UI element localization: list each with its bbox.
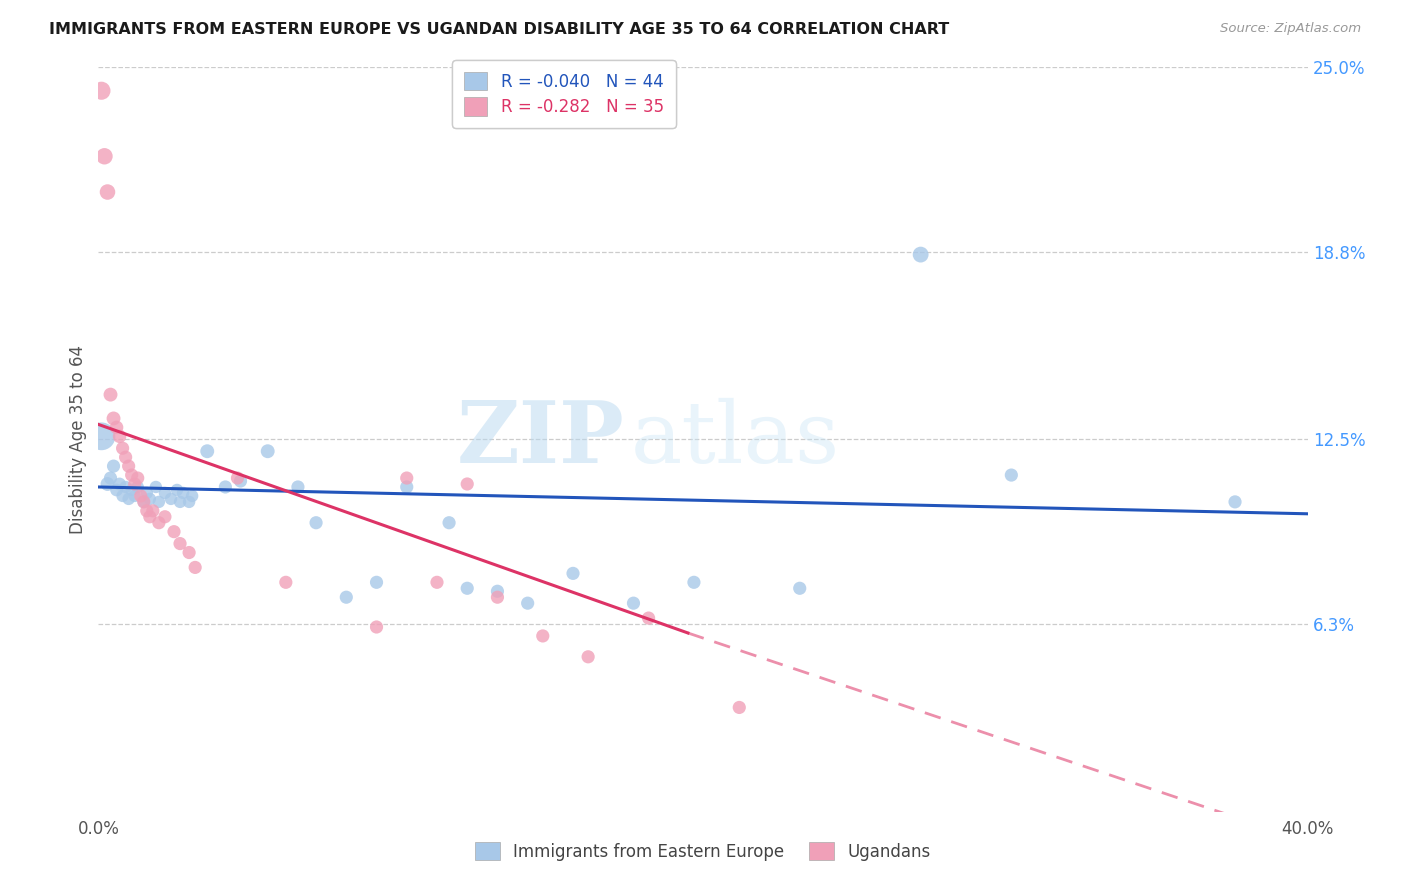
Point <box>486 584 509 599</box>
Point <box>148 495 170 509</box>
Point <box>395 480 418 494</box>
Point <box>395 471 418 485</box>
Point <box>1223 495 1246 509</box>
Point <box>139 491 162 506</box>
Point <box>96 185 118 199</box>
Point <box>100 471 122 485</box>
Legend: R = -0.040   N = 44, R = -0.282   N = 35: R = -0.040 N = 44, R = -0.282 N = 35 <box>453 61 675 128</box>
Point <box>728 700 751 714</box>
Point <box>132 495 155 509</box>
Point <box>426 575 449 590</box>
Point <box>105 420 128 434</box>
Point <box>287 480 309 494</box>
Point <box>683 575 706 590</box>
Point <box>148 516 170 530</box>
Text: Source: ZipAtlas.com: Source: ZipAtlas.com <box>1220 22 1361 36</box>
Point <box>366 575 388 590</box>
Point <box>108 477 131 491</box>
Point <box>195 444 218 458</box>
Point <box>114 450 136 465</box>
Point <box>256 444 278 458</box>
Point <box>486 591 509 605</box>
Point <box>129 489 152 503</box>
Point <box>142 504 165 518</box>
Point <box>121 483 143 497</box>
Point <box>93 149 115 163</box>
Point <box>160 491 183 506</box>
Point <box>169 495 191 509</box>
Point <box>114 480 136 494</box>
Point <box>274 575 297 590</box>
Point <box>516 596 538 610</box>
Point <box>366 620 388 634</box>
Point <box>623 596 645 610</box>
Point <box>179 495 201 509</box>
Point <box>562 566 585 581</box>
Point <box>121 468 143 483</box>
Point <box>789 582 811 596</box>
Point <box>456 582 478 596</box>
Point <box>118 491 141 506</box>
Point <box>181 489 204 503</box>
Point <box>127 480 149 494</box>
Point <box>335 591 357 605</box>
Point <box>153 486 176 500</box>
Point <box>103 459 125 474</box>
Point <box>184 560 207 574</box>
Point <box>118 459 141 474</box>
Point <box>226 471 249 485</box>
Point <box>132 495 155 509</box>
Point <box>456 477 478 491</box>
Text: IMMIGRANTS FROM EASTERN EUROPE VS UGANDAN DISABILITY AGE 35 TO 64 CORRELATION CH: IMMIGRANTS FROM EASTERN EUROPE VS UGANDA… <box>49 22 949 37</box>
Point <box>145 480 167 494</box>
Point <box>100 387 122 401</box>
Point <box>135 504 157 518</box>
Point <box>172 486 194 500</box>
Y-axis label: Disability Age 35 to 64: Disability Age 35 to 64 <box>69 345 87 533</box>
Point <box>229 474 252 488</box>
Point <box>305 516 328 530</box>
Point <box>179 545 201 559</box>
Point <box>90 429 112 443</box>
Point <box>637 611 659 625</box>
Point <box>96 477 118 491</box>
Point <box>124 477 146 491</box>
Text: atlas: atlas <box>630 398 839 481</box>
Point <box>531 629 554 643</box>
Point <box>169 536 191 550</box>
Point <box>105 483 128 497</box>
Point <box>153 509 176 524</box>
Point <box>166 483 188 497</box>
Point <box>135 486 157 500</box>
Point <box>139 509 162 524</box>
Point <box>111 442 134 456</box>
Point <box>111 489 134 503</box>
Point <box>910 247 932 261</box>
Point <box>437 516 460 530</box>
Point <box>90 84 112 98</box>
Point <box>103 411 125 425</box>
Point <box>1000 468 1022 483</box>
Legend: Immigrants from Eastern Europe, Ugandans: Immigrants from Eastern Europe, Ugandans <box>468 836 938 868</box>
Point <box>214 480 236 494</box>
Point <box>127 471 149 485</box>
Point <box>576 649 599 664</box>
Text: ZIP: ZIP <box>457 397 624 482</box>
Point <box>163 524 186 539</box>
Point <box>108 429 131 443</box>
Point <box>124 489 146 503</box>
